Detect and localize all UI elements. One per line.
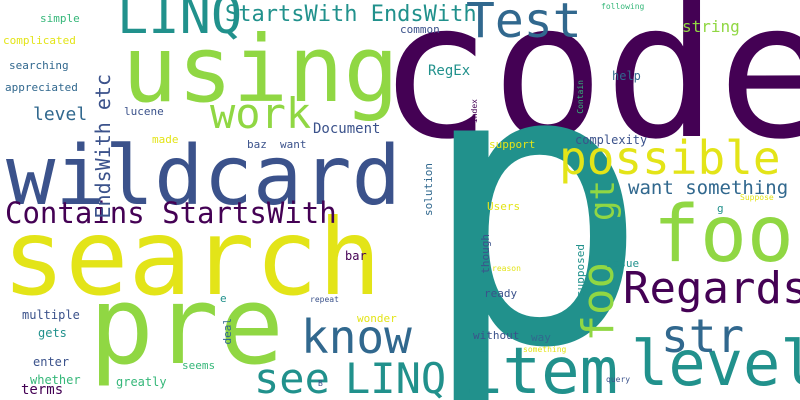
word-whether: whether — [30, 373, 81, 387]
word-using: using — [122, 16, 399, 123]
word-lucene: lucene — [124, 105, 164, 118]
word-regards: Regards — [623, 263, 800, 314]
word-code: code — [378, 0, 800, 181]
word-work: work — [210, 89, 312, 138]
word-want-small: want — [280, 138, 307, 151]
word-wonder: wonder — [357, 312, 397, 325]
word-reason: reason — [492, 264, 521, 273]
word-help: help — [612, 69, 641, 83]
word-common: common — [400, 23, 440, 36]
word-index: index — [470, 99, 479, 124]
word-complexity: complexity — [575, 133, 648, 147]
word-want-something: want something — [628, 177, 789, 199]
word-something-small: something — [523, 345, 567, 354]
word-way: way — [531, 331, 551, 344]
word-item: item — [464, 335, 619, 400]
word-linq-top: LINQ — [117, 0, 243, 46]
word-linq-bottom: LINQ — [345, 354, 447, 400]
word-appreciated: appreciated — [5, 81, 78, 94]
word-startswith-endswith: StartsWith EndsWith — [225, 2, 477, 27]
word-level-small: level — [33, 104, 88, 125]
word-see: see — [254, 354, 330, 400]
word-enter: enter — [33, 355, 70, 369]
word-following: following — [601, 2, 645, 11]
word-pre: pre — [89, 264, 285, 389]
word-p: p — [418, 0, 650, 400]
word-str: str — [661, 309, 745, 363]
word-regex: RegEx — [428, 63, 471, 79]
word-gets: gets — [38, 326, 67, 340]
word-searching: searching — [9, 59, 69, 72]
word-query: query — [606, 375, 631, 384]
word-solution: solution — [422, 163, 435, 216]
word-multiple: multiple — [22, 308, 80, 322]
word-endswith-etc: EndsWith etc — [91, 74, 115, 219]
word-e: e — [220, 292, 227, 305]
word-issue: issue — [606, 257, 640, 270]
word-document: Document — [313, 121, 381, 137]
word-wildcard: wildcard — [6, 129, 401, 224]
word-users: Users — [487, 200, 521, 213]
word-contain: Contain — [576, 80, 585, 114]
word-test: Test — [466, 0, 582, 49]
word-without: without — [473, 329, 520, 342]
word-know: know — [301, 310, 412, 364]
word-greatly: greatly — [116, 375, 167, 389]
word-ready: ready — [484, 287, 518, 300]
word-search: search — [2, 197, 382, 319]
word-support: support — [489, 138, 536, 151]
word-complicated: complicated — [3, 34, 76, 47]
word-possible: possible — [559, 131, 781, 185]
word-supposed: supposed — [574, 244, 587, 297]
word-g: g — [717, 202, 724, 215]
word-bar: bar — [345, 249, 367, 263]
word-contains-startswith: Contains StartsWith — [5, 196, 337, 230]
word-b: B — [318, 379, 323, 388]
word-baz: baz — [247, 138, 267, 151]
word-gt: gt — [583, 180, 623, 221]
word-though: though — [479, 234, 492, 274]
word-foo-large: foo — [653, 190, 794, 280]
word-level-large: level — [631, 327, 800, 400]
word-repeat: repeat — [310, 295, 339, 304]
word-suppose: Suppose — [740, 193, 774, 202]
word-made: made — [152, 133, 179, 146]
word-simple: simple — [40, 12, 80, 25]
word-terms: terms — [21, 382, 64, 398]
word-deal: deal — [221, 318, 234, 345]
word-seems: seems — [182, 359, 216, 372]
word-string: string — [682, 17, 740, 36]
